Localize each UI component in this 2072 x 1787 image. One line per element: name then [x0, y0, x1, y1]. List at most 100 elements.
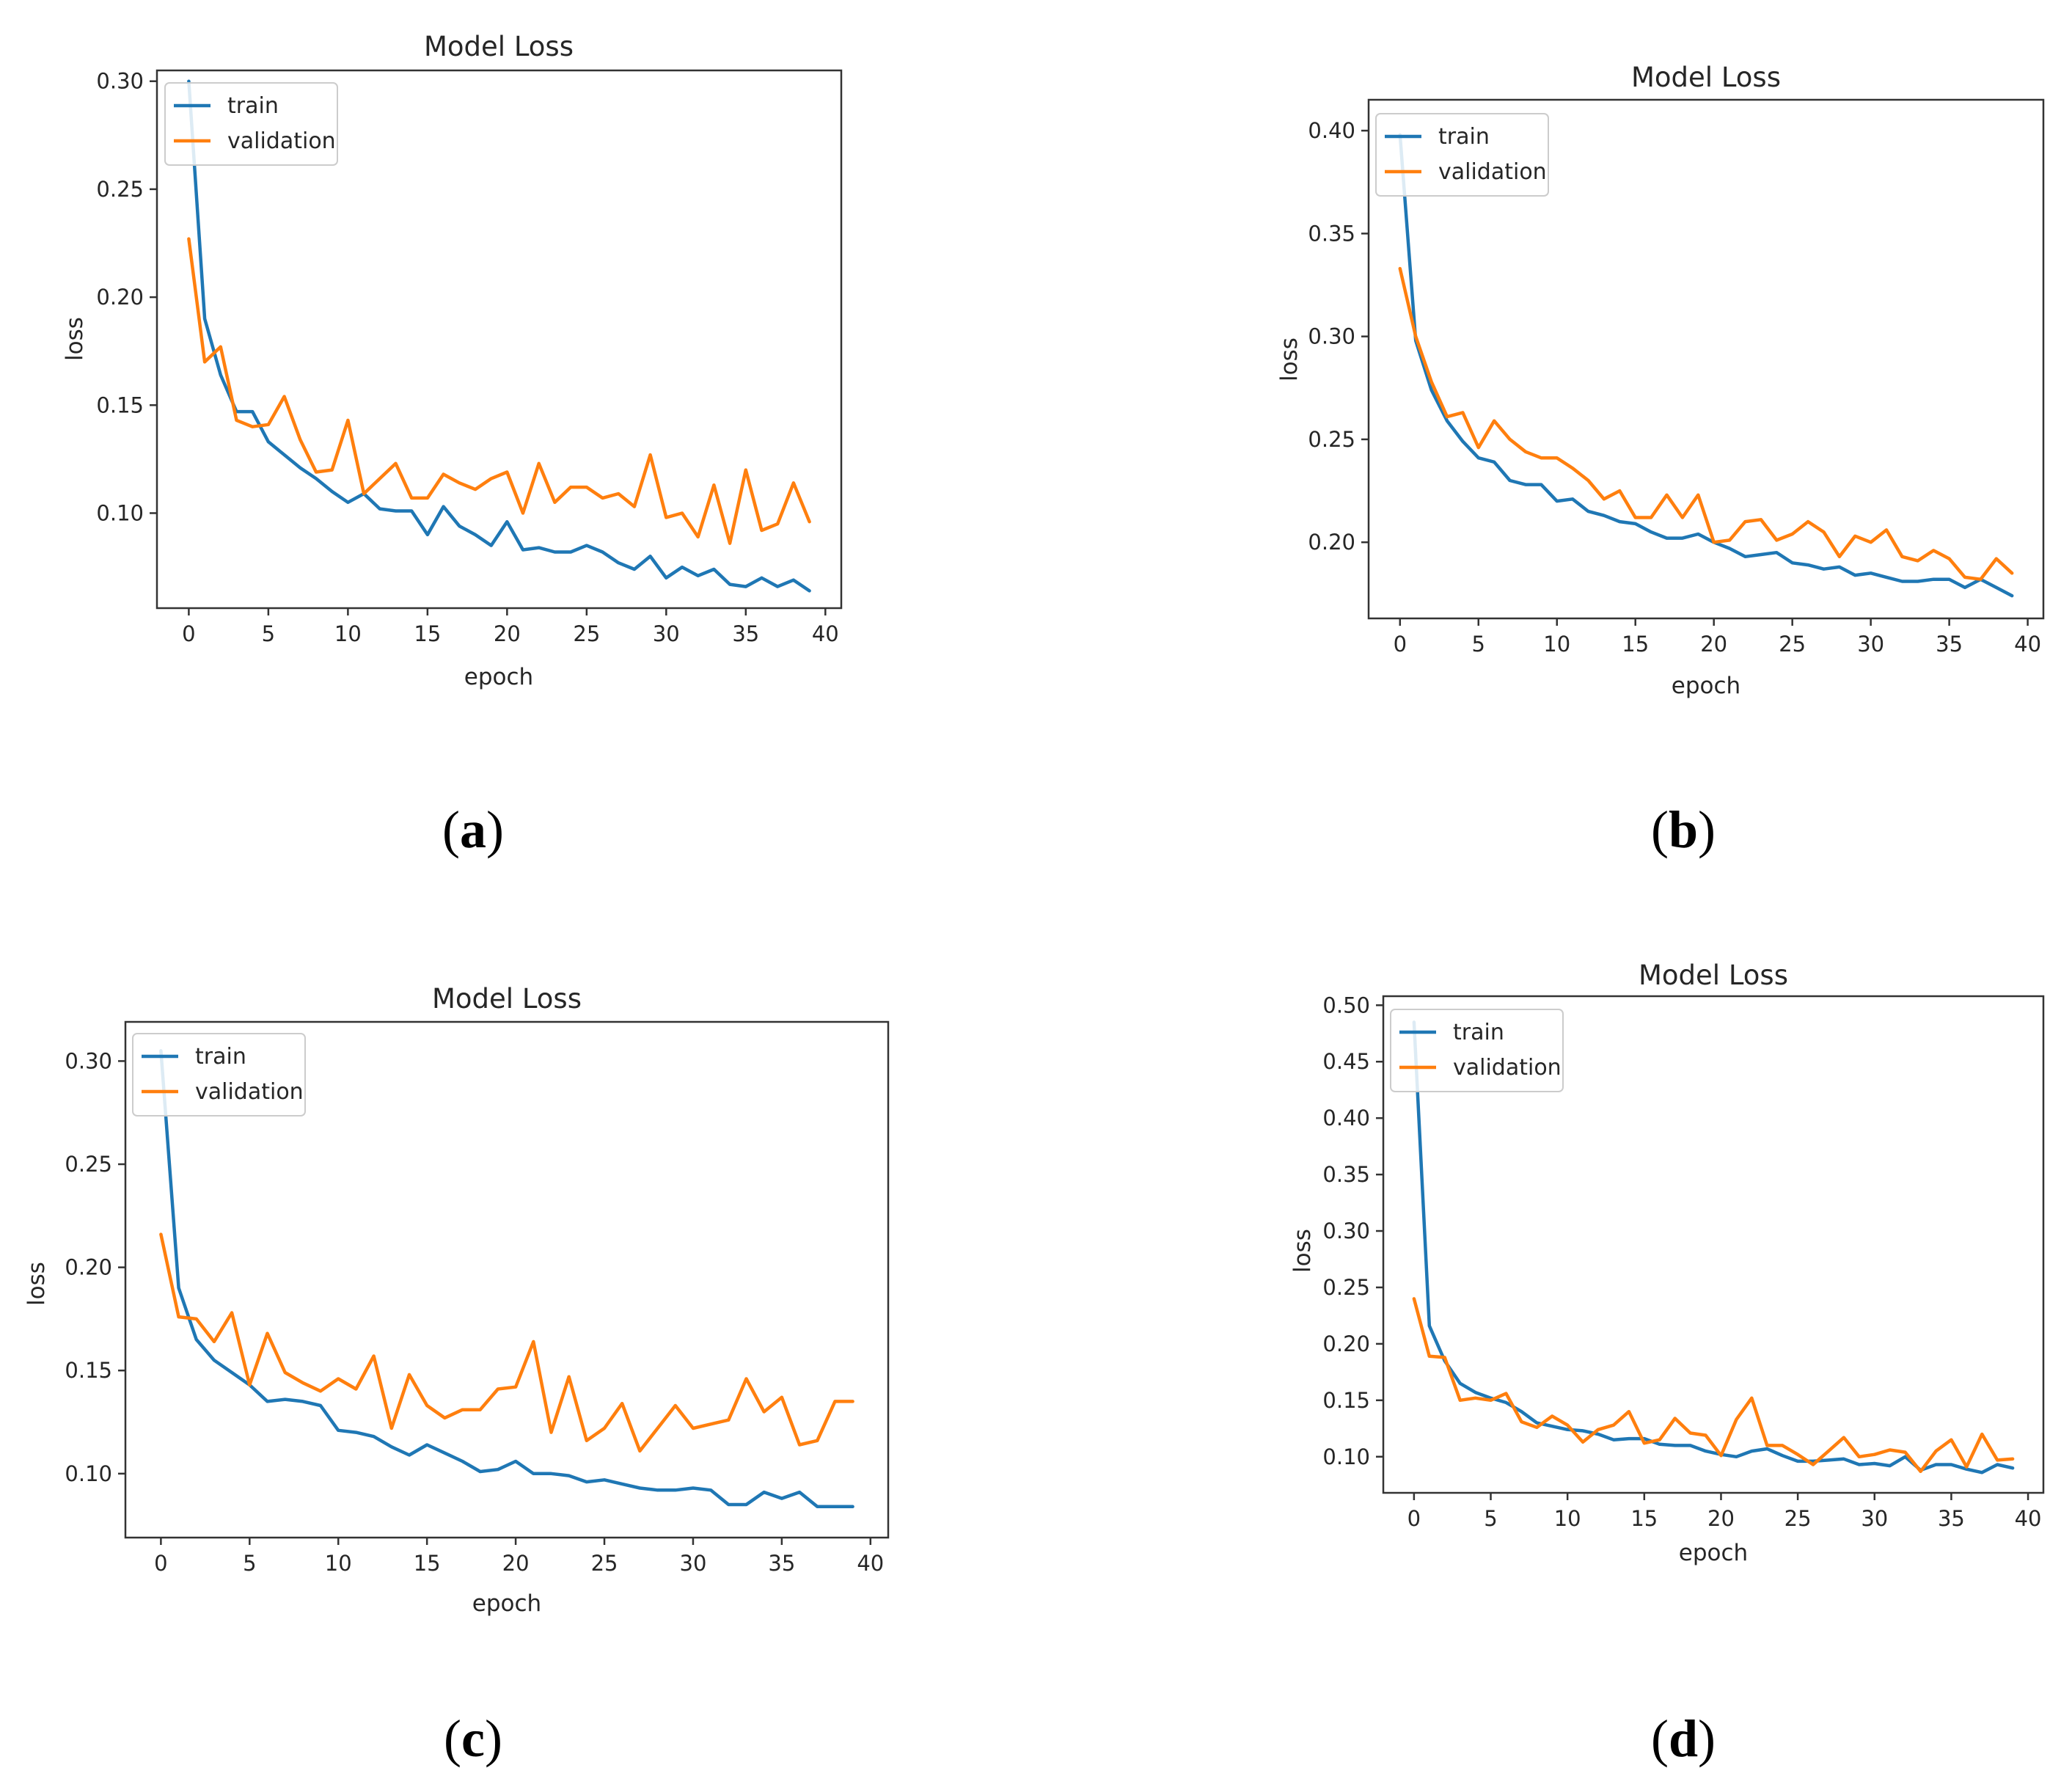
- y-tick-label: 0.15: [1322, 1388, 1370, 1413]
- series-line-train: [1398, 133, 2014, 598]
- x-tick-label: 15: [1630, 1506, 1658, 1531]
- x-tick-label: 0: [154, 1551, 167, 1576]
- y-tick-label: 0.30: [1308, 324, 1355, 349]
- x-tick-label: 10: [1554, 1506, 1581, 1531]
- x-axis-label: epoch: [1679, 1540, 1748, 1566]
- x-axis-label: epoch: [464, 664, 533, 690]
- y-tick-label: 0.10: [96, 500, 144, 525]
- x-tick-label: 35: [768, 1551, 795, 1576]
- x-tick-label: 40: [812, 621, 839, 646]
- x-tick-label: 35: [1938, 1506, 1965, 1531]
- chart-title: Model Loss: [1639, 960, 1788, 991]
- x-tick-label: 0: [182, 621, 195, 646]
- x-tick-label: 15: [1622, 632, 1649, 657]
- y-tick-label: 0.25: [96, 177, 144, 202]
- series-line-validation: [187, 237, 811, 545]
- chart-title: Model Loss: [424, 31, 574, 62]
- x-tick-label: 40: [2014, 632, 2041, 657]
- x-tick-label: 20: [502, 1551, 530, 1576]
- legend-label-validation: validation: [1438, 159, 1547, 185]
- x-tick-label: 10: [334, 621, 362, 646]
- x-tick-label: 20: [1707, 1506, 1735, 1531]
- x-tick-label: 25: [591, 1551, 618, 1576]
- x-tick-label: 20: [1700, 632, 1727, 657]
- x-tick-label: 15: [414, 621, 441, 646]
- y-tick-label: 0.15: [96, 392, 144, 417]
- y-tick-label: 0.45: [1322, 1049, 1370, 1074]
- legend-label-validation: validation: [195, 1079, 304, 1105]
- y-tick-label: 0.20: [1308, 530, 1355, 555]
- panel-label-c: (c): [444, 1709, 502, 1768]
- x-tick-label: 25: [573, 621, 600, 646]
- legend-box: [1375, 113, 1549, 197]
- panel-label-a: (a): [442, 800, 504, 859]
- x-tick-label: 40: [857, 1551, 884, 1576]
- legend-label-train: train: [1438, 124, 1490, 150]
- x-axis-label: epoch: [1672, 673, 1740, 699]
- y-tick-label: 0.25: [65, 1152, 112, 1177]
- y-tick-label: 0.40: [1322, 1106, 1370, 1130]
- panel-d: Model Loss epoch loss 0 5 10 15 20 25 30 35 40 0…: [1289, 960, 2045, 1768]
- legend-box: [164, 82, 338, 166]
- panel-label-d: (d): [1651, 1709, 1716, 1768]
- series-line-validation: [159, 1232, 854, 1453]
- legend-label-validation: validation: [1453, 1055, 1562, 1081]
- x-tick-label: 30: [1857, 632, 1884, 657]
- y-tick-label: 0.35: [1308, 221, 1355, 246]
- x-tick-label: 40: [2015, 1506, 2042, 1531]
- y-tick-label: 0.15: [65, 1358, 112, 1383]
- y-tick-label: 0.25: [1322, 1275, 1370, 1300]
- x-tick-label: 0: [1394, 632, 1407, 657]
- legend-label-train: train: [195, 1044, 246, 1070]
- x-tick-label: 10: [325, 1551, 352, 1576]
- legend-box: [132, 1033, 306, 1117]
- y-tick-label: 0.30: [1322, 1218, 1370, 1243]
- y-tick-label: 0.35: [1322, 1162, 1370, 1187]
- y-tick-label: 0.10: [65, 1461, 112, 1486]
- series-line-validation: [1398, 266, 2014, 581]
- panel-label-b: (b): [1651, 800, 1716, 859]
- x-tick-label: 35: [1936, 632, 1963, 657]
- y-tick-label: 0.25: [1308, 427, 1355, 452]
- y-axis-label: loss: [1276, 337, 1303, 381]
- y-axis-label: loss: [1289, 1229, 1316, 1273]
- y-tick-label: 0.20: [96, 285, 144, 310]
- y-tick-label: 0.30: [96, 69, 144, 94]
- panel-c: Model Loss epoch loss 0 5 10 15 20 25 30 35 40 0…: [23, 983, 890, 1768]
- series-line-train: [187, 79, 811, 593]
- x-tick-label: 5: [1484, 1506, 1497, 1531]
- x-tick-label: 30: [680, 1551, 707, 1576]
- legend-box: [1390, 1009, 1564, 1092]
- legend-label-train: train: [227, 93, 279, 119]
- legend-label-validation: validation: [227, 128, 336, 154]
- x-tick-label: 25: [1784, 1506, 1812, 1531]
- x-tick-label: 10: [1543, 632, 1570, 657]
- y-axis-label: loss: [62, 317, 88, 361]
- x-tick-label: 30: [1861, 1506, 1888, 1531]
- legend-label-train: train: [1453, 1020, 1504, 1045]
- y-tick-label: 0.50: [1322, 993, 1370, 1017]
- x-tick-label: 25: [1779, 632, 1806, 657]
- panel-a: Model Loss epoch loss 0 5 10 15 20 25 30 35 40 0…: [62, 31, 843, 859]
- x-tick-label: 35: [732, 621, 759, 646]
- x-tick-label: 5: [243, 1551, 256, 1576]
- y-tick-label: 0.20: [65, 1255, 112, 1280]
- x-tick-label: 0: [1407, 1506, 1421, 1531]
- x-tick-label: 5: [262, 621, 275, 646]
- series-line-train: [159, 1049, 854, 1509]
- chart-title: Model Loss: [432, 983, 582, 1015]
- series-line-validation: [1412, 1297, 2015, 1474]
- y-tick-label: 0.10: [1322, 1444, 1370, 1469]
- x-tick-label: 15: [414, 1551, 441, 1576]
- panel-b: Model Loss epoch loss 0 5 10 15 20 25 30 35 40 0…: [1276, 62, 2045, 859]
- y-tick-label: 0.30: [65, 1048, 112, 1073]
- x-tick-label: 30: [653, 621, 680, 646]
- x-tick-label: 20: [494, 621, 521, 646]
- chart-title: Model Loss: [1631, 62, 1781, 93]
- y-axis-label: loss: [23, 1262, 50, 1306]
- y-tick-label: 0.20: [1322, 1331, 1370, 1356]
- x-axis-label: epoch: [472, 1590, 541, 1617]
- x-tick-label: 5: [1472, 632, 1485, 657]
- y-tick-label: 0.40: [1308, 118, 1355, 143]
